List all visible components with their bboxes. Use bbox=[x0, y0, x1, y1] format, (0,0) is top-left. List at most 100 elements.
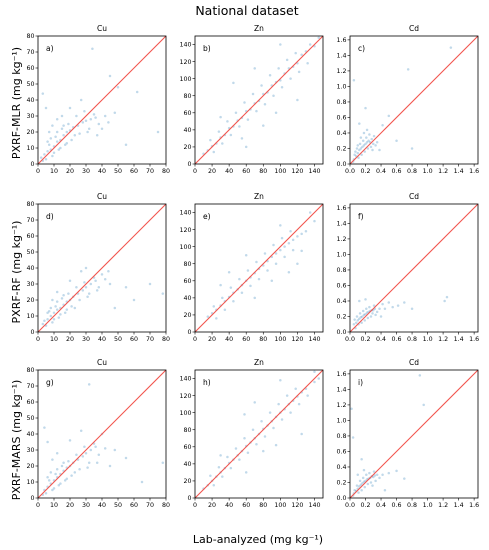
data-point bbox=[352, 322, 356, 326]
data-point bbox=[358, 142, 362, 146]
y-tick-label: 70 bbox=[26, 383, 34, 390]
data-point bbox=[364, 312, 367, 316]
data-point bbox=[124, 285, 128, 289]
data-point bbox=[107, 269, 110, 273]
data-point bbox=[87, 292, 91, 295]
data-point bbox=[135, 90, 139, 94]
data-point bbox=[55, 467, 59, 471]
data-point bbox=[366, 147, 370, 150]
x-tick-label: 0.0 bbox=[345, 502, 355, 509]
data-point bbox=[358, 312, 362, 315]
data-point bbox=[63, 143, 67, 147]
data-point bbox=[387, 114, 391, 118]
y-tick-label: 10 bbox=[26, 145, 34, 152]
data-point bbox=[46, 140, 49, 143]
plot-frame bbox=[349, 35, 479, 165]
data-point bbox=[274, 252, 278, 255]
data-point bbox=[60, 297, 64, 300]
data-point bbox=[255, 109, 258, 113]
one-to-one-line bbox=[350, 370, 478, 498]
data-point bbox=[39, 156, 43, 159]
y-tick-label: 1.6 bbox=[336, 371, 346, 378]
data-point bbox=[358, 299, 361, 303]
panels: 0 10 20 30 40 50 60 70 80 0 10 20 30 40 50 60 70 80 Cu a) 0 2… bbox=[26, 24, 479, 509]
panel-i-cd: 0.0 0.2 0.4 0.6 0.8 1.0 1.2 1.4 1.6 0.0 0.2 0.4 0.6 0… bbox=[336, 358, 479, 509]
data-point bbox=[79, 98, 83, 102]
panel-letter: b) bbox=[203, 44, 211, 53]
data-point bbox=[359, 147, 363, 150]
data-point bbox=[359, 136, 363, 139]
data-point bbox=[95, 289, 99, 292]
data-point bbox=[358, 148, 361, 152]
data-point bbox=[232, 81, 235, 85]
data-point bbox=[308, 211, 312, 214]
data-point bbox=[75, 453, 78, 457]
data-point bbox=[353, 153, 356, 156]
x-tick-label: 70 bbox=[146, 168, 154, 175]
data-point bbox=[371, 312, 374, 315]
x-tick-label: 20 bbox=[66, 168, 74, 175]
y-tick-label: 1.6 bbox=[336, 205, 346, 212]
data-point bbox=[243, 413, 246, 416]
plot-frame bbox=[194, 35, 324, 165]
data-point bbox=[60, 114, 64, 118]
data-point bbox=[70, 138, 73, 142]
data-point bbox=[280, 85, 284, 89]
data-point bbox=[63, 311, 67, 315]
x-tick-label: 60 bbox=[130, 168, 138, 175]
x-tick-label: 20 bbox=[208, 168, 216, 175]
x-tick-label: 0.8 bbox=[407, 336, 417, 343]
x-tick-label: 80 bbox=[259, 168, 267, 175]
y-tick-label: 70 bbox=[26, 217, 34, 224]
data-point bbox=[375, 141, 379, 144]
x-tick-label: 1.4 bbox=[454, 336, 464, 343]
data-point bbox=[84, 285, 88, 289]
y-tick-label: 40 bbox=[26, 97, 34, 104]
data-point bbox=[297, 402, 301, 406]
panel-title: Cd bbox=[409, 192, 419, 201]
data-point bbox=[372, 470, 376, 473]
data-point bbox=[161, 461, 165, 465]
x-tick-label: 40 bbox=[225, 168, 233, 175]
x-tick-label: 10 bbox=[50, 502, 58, 509]
data-point bbox=[359, 483, 363, 487]
y-tick-label: 80 bbox=[183, 261, 191, 268]
data-point bbox=[54, 472, 57, 476]
y-tick-label: 60 bbox=[26, 233, 34, 240]
data-point bbox=[89, 117, 93, 121]
data-point bbox=[403, 477, 406, 480]
x-tick-label: 1.2 bbox=[438, 336, 448, 343]
data-point bbox=[283, 255, 286, 259]
data-point bbox=[55, 130, 59, 134]
data-point bbox=[300, 249, 303, 253]
data-point bbox=[308, 43, 312, 46]
data-point bbox=[257, 277, 261, 281]
y-tick-label: 1.4 bbox=[336, 221, 346, 228]
x-tick-label: 80 bbox=[162, 502, 170, 509]
data-point bbox=[44, 106, 48, 110]
data-point bbox=[108, 74, 112, 78]
y-tick-label: 60 bbox=[183, 444, 191, 451]
data-point bbox=[238, 125, 241, 128]
data-point bbox=[357, 156, 360, 160]
data-point bbox=[263, 103, 267, 106]
data-point bbox=[52, 311, 56, 315]
data-point bbox=[67, 292, 70, 295]
data-point bbox=[52, 151, 56, 155]
data-point bbox=[51, 124, 54, 127]
y-tick-label: 80 bbox=[183, 427, 191, 434]
data-point bbox=[124, 143, 128, 147]
x-tick-label: 10 bbox=[50, 336, 58, 343]
data-point bbox=[406, 68, 410, 71]
y-tick-label: 0.8 bbox=[336, 267, 346, 274]
data-point bbox=[378, 148, 381, 152]
data-point bbox=[68, 439, 72, 442]
y-tick-label: 0 bbox=[30, 495, 34, 502]
data-point bbox=[277, 67, 280, 70]
data-point bbox=[55, 117, 59, 121]
data-point bbox=[373, 474, 377, 477]
data-point bbox=[79, 269, 83, 273]
data-point bbox=[383, 488, 387, 492]
data-point bbox=[296, 262, 299, 265]
data-point bbox=[49, 314, 53, 318]
